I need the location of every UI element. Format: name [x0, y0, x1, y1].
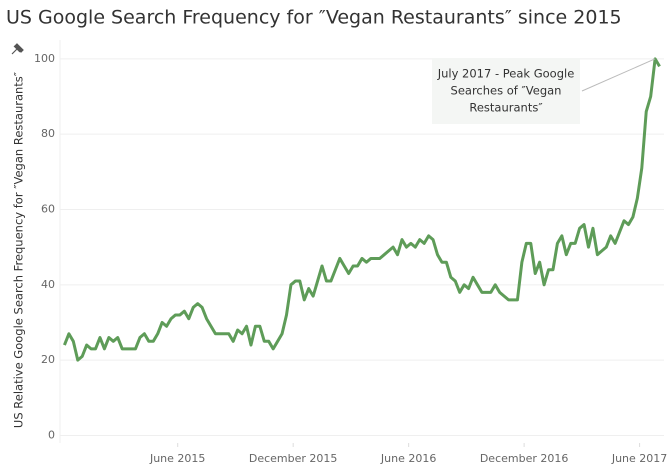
- x-tick-label: June 2016: [380, 452, 436, 465]
- annotation-text: Searches of ″Vegan: [451, 84, 562, 98]
- y-tick-label: 80: [41, 127, 55, 140]
- plot-area: 0 20 40 60 80 100 June 2015 December 2015 June 2…: [34, 40, 667, 465]
- annotation-leader: [581, 58, 656, 92]
- x-tick-label: December 2016: [480, 452, 569, 465]
- annotation: July 2017 - Peak Google Searches of ″Vega…: [437, 58, 656, 115]
- x-tick-label: December 2015: [249, 452, 338, 465]
- y-tick-label: 20: [41, 353, 55, 366]
- annotation-text: Restaurants″: [469, 101, 543, 115]
- annotation-box: [432, 58, 580, 124]
- chart-title: US Google Search Frequency for ″Vegan Re…: [6, 7, 622, 29]
- annotation-text: July 2017 - Peak Google: [437, 67, 575, 81]
- y-tick-label: 100: [34, 52, 55, 65]
- x-tick-label: June 2015: [149, 452, 205, 465]
- x-tick-label: June 2017: [611, 452, 667, 465]
- series-line: [63, 57, 661, 362]
- pin-icon: [11, 43, 24, 55]
- y-tick-label: 40: [41, 278, 55, 291]
- y-axis-label: US Relative Google Search Frequency for …: [12, 71, 26, 428]
- y-tick-label: 0: [48, 428, 55, 441]
- y-tick-label: 60: [41, 202, 55, 215]
